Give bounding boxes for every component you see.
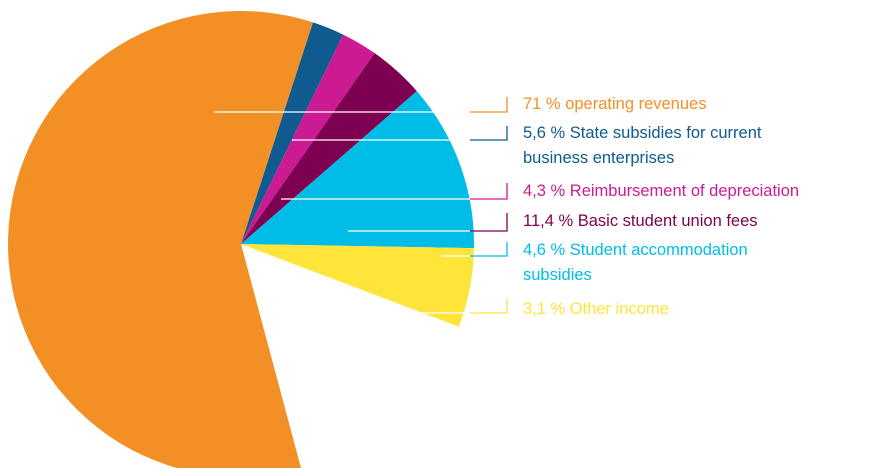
legend-label: 3,1 % Other income [523, 300, 669, 318]
leader-line-outer [470, 97, 508, 113]
legend-label: 4,3 % Reimbursement of depreciation [523, 182, 799, 200]
legend-label: subsidies [523, 266, 592, 284]
leader-line-outer [470, 299, 508, 314]
legend-label: 4,6 % Student accommodation [523, 241, 748, 259]
leader-line-outer [470, 213, 508, 232]
leader-lines [214, 97, 508, 314]
pie-slices [8, 11, 474, 468]
leader-line-outer [470, 242, 508, 257]
pie-slice [241, 91, 474, 249]
legend-label: business enterprises [523, 149, 674, 167]
pie-slice [241, 53, 417, 244]
legend: 71 % operating revenues 5,6 % State subsi… [523, 95, 799, 318]
legend-label: 71 % operating revenues [523, 95, 706, 113]
pie-slice [241, 22, 344, 245]
pie-slice [8, 11, 313, 468]
legend-label: 11,4 % Basic student union fees [523, 212, 758, 230]
leader-line-outer [470, 183, 508, 200]
pie-slice [241, 244, 474, 327]
pie-slice [241, 34, 375, 244]
leader-line-outer [470, 126, 508, 141]
legend-label: 5,6 % State subsidies for current [523, 124, 762, 142]
